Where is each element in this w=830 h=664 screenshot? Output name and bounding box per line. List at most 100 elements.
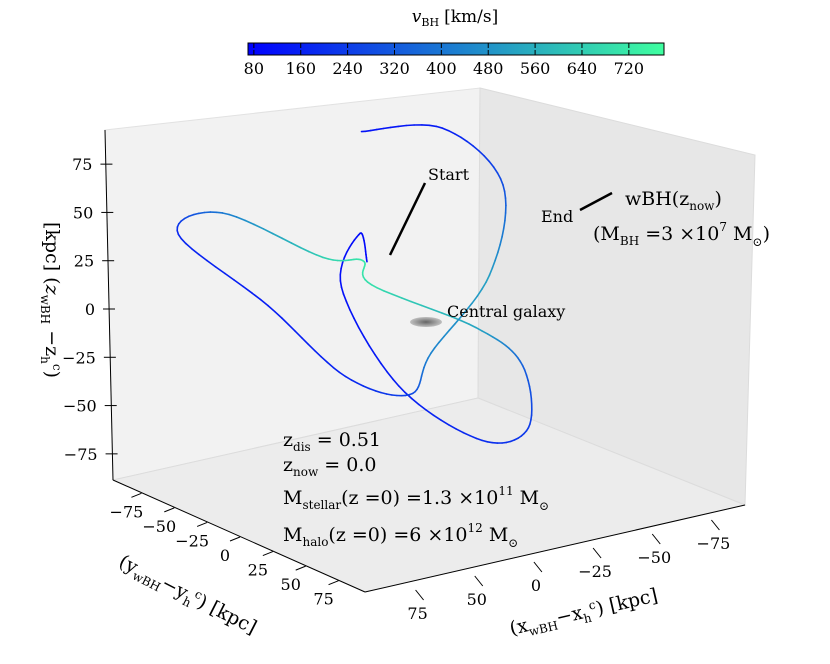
wbh-label-close: ): [714, 188, 721, 210]
orbit-segment: [343, 251, 348, 259]
z-label-sub1: wBH: [38, 295, 52, 325]
x-tick: [533, 561, 543, 573]
orbit-segment: [475, 326, 483, 332]
mbh-prefix: (M: [593, 223, 620, 245]
mhalo-exp: 12: [468, 521, 483, 535]
orbit-segment: [349, 308, 355, 320]
colorbar-tick-label: 240: [332, 59, 363, 78]
orbit-segment: [363, 335, 371, 347]
orbit-segment: [374, 353, 382, 365]
start-label: Start: [428, 165, 470, 184]
orbit-segment: [267, 304, 276, 313]
orbit-segment: [481, 330, 489, 335]
orbit-segment: [501, 227, 505, 238]
y-tick-label: 25: [248, 561, 268, 580]
orbit-segment: [483, 155, 490, 163]
orbit-segment: [448, 322, 456, 332]
orbit-segment: [481, 439, 489, 443]
x-tick: [651, 533, 661, 545]
axis-lines: [104, 129, 746, 593]
x-tick-label: −75: [697, 534, 731, 553]
x-tick-label: −50: [637, 548, 671, 567]
orbit-segment: [491, 259, 497, 269]
orbit-segment: [486, 440, 494, 444]
colorbar-tick-label: 160: [285, 59, 316, 78]
orbit-segment: [391, 293, 403, 299]
orbit-segment: [356, 382, 365, 387]
orbit-segment: [440, 419, 450, 426]
orbit-segment: [332, 366, 341, 374]
mstellar-sub: stellar: [302, 498, 341, 512]
z-label-sup2: c: [50, 364, 64, 371]
z-tick-label: 25: [74, 252, 94, 271]
z-axis-ticks: 75 50 25 0 −25 −50 −75: [62, 155, 118, 464]
colorbar-tick-label: 560: [520, 59, 551, 78]
orbit-segment: [353, 317, 360, 329]
orbit-segment: [430, 347, 436, 354]
orbit-segment: [380, 391, 388, 395]
zdis-val: = 0.51: [311, 429, 381, 451]
z-label-prefix: [kpc] (: [41, 222, 63, 285]
orbit-segment: [187, 213, 195, 218]
y-tick: [295, 565, 306, 571]
orbit-segment: [465, 302, 473, 312]
orbit-segment: [344, 375, 353, 381]
x-tick-label: 0: [531, 576, 541, 595]
orbit-segment: [214, 266, 226, 275]
orbit-segment: [528, 385, 532, 394]
orbit-segment: [427, 352, 432, 359]
orbit-segment: [197, 211, 206, 215]
orbit-segment: [447, 423, 457, 430]
axis-panes: [104, 87, 756, 593]
orbit-segment: [385, 393, 393, 396]
orbit-segment: [430, 308, 443, 314]
x-label-sub2: h: [582, 611, 593, 626]
znow-sub: now: [293, 465, 319, 479]
orbit-segment: [339, 267, 342, 276]
orbit-segment: [326, 361, 335, 369]
y-tick-label: −75: [110, 502, 144, 521]
orbit-segment: [364, 129, 372, 133]
x-tick-label: 50: [467, 590, 487, 609]
y-tick-label: 50: [281, 575, 301, 594]
orbit-segment: [420, 304, 433, 311]
orbit-segment: [475, 437, 483, 442]
mbh-unit: M: [727, 223, 753, 245]
orbit-segment: [488, 160, 495, 168]
orbit-segment: [280, 317, 290, 326]
y-label-suffix: ) [kpc]: [194, 591, 260, 639]
orbit-segment: [405, 124, 415, 127]
colorbar-tick-label: 320: [379, 59, 410, 78]
orbit-segment: [472, 145, 480, 152]
y-tick-label: −25: [175, 531, 209, 550]
orbit-segment: [502, 184, 506, 193]
orbit-segment: [215, 211, 224, 214]
y-tick: [196, 521, 208, 527]
orbit-segment: [476, 288, 483, 298]
orbit-segment: [315, 254, 324, 259]
mhalo-sun: ⊙: [508, 536, 518, 550]
orbit-segment: [370, 283, 378, 289]
orbit-segment: [374, 389, 382, 394]
orbit-segment: [340, 262, 344, 270]
mbh-exp: 7: [719, 220, 727, 234]
wbh-label-sub: now: [689, 199, 715, 213]
mstellar-exp: 11: [498, 484, 513, 498]
orbit-segment: [368, 387, 377, 392]
y-tick-label: 0: [220, 546, 230, 565]
colorbar-label: vBH [km/s]: [412, 7, 498, 29]
orbit-segment: [477, 149, 485, 157]
colorbar-gradient: [247, 42, 665, 56]
orbit-segment: [491, 336, 499, 341]
orbit-segment: [503, 190, 507, 199]
y-tick: [262, 551, 274, 557]
orbit-segment: [496, 172, 502, 180]
orbit-segment: [177, 233, 182, 240]
mstellar-val: (z =0) =1.3 ×10: [341, 487, 498, 509]
orbit-curve: [176, 124, 533, 444]
z-label-sub2: h: [38, 356, 52, 364]
orbit-segment: [345, 246, 351, 254]
orbit-segment: [259, 298, 269, 307]
y-tick-label: 75: [313, 590, 333, 609]
orbit-segment: [481, 281, 487, 291]
